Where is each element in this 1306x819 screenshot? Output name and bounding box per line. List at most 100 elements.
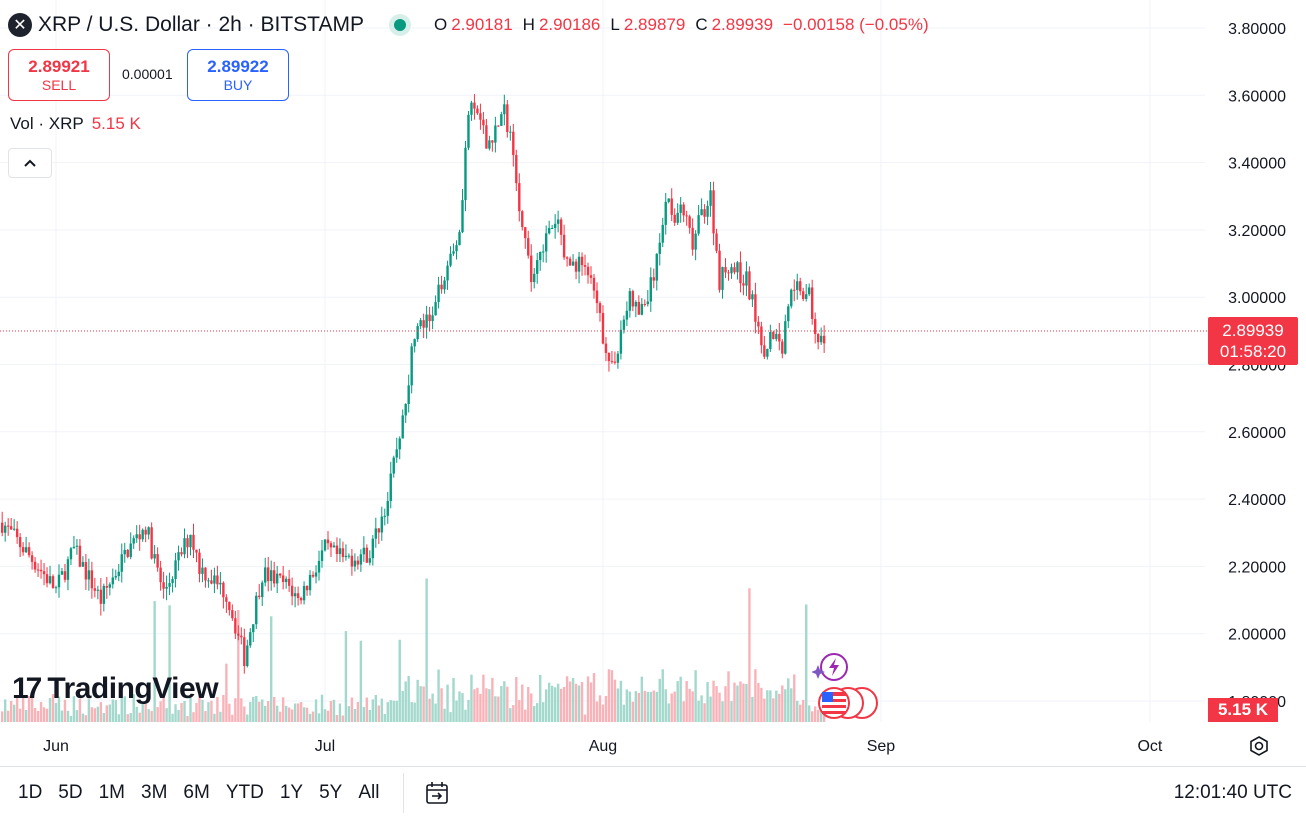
- us-flag-icon[interactable]: [818, 686, 878, 720]
- volume-bar: [3, 699, 7, 722]
- collapse-legend-button[interactable]: [8, 148, 52, 178]
- volume-bar: [619, 680, 623, 722]
- candle-body: [207, 580, 210, 582]
- range-all[interactable]: All: [358, 782, 380, 803]
- candle-body: [494, 125, 497, 143]
- calendar-range-icon[interactable]: [424, 780, 450, 806]
- range-5y[interactable]: 5Y: [319, 782, 343, 803]
- sell-button[interactable]: 2.89921 SELL: [8, 49, 110, 101]
- candle-body: [395, 449, 398, 458]
- range-1d[interactable]: 1D: [18, 782, 43, 803]
- volume-bar: [694, 670, 697, 722]
- candle-body: [51, 576, 55, 588]
- candle-body: [204, 567, 207, 581]
- candle-body: [1, 522, 4, 533]
- volume-bar: [769, 690, 772, 722]
- volume-bar: [159, 701, 162, 722]
- volume-bar: [350, 697, 354, 722]
- volume-bar: [691, 691, 694, 722]
- volume-bar: [607, 669, 611, 722]
- candle-body: [54, 587, 58, 589]
- range-3m[interactable]: 3M: [141, 782, 168, 803]
- volume-bar: [670, 693, 673, 722]
- gear-icon[interactable]: [1246, 733, 1272, 759]
- range-1y[interactable]: 1Y: [279, 782, 304, 803]
- volume-bar: [598, 695, 602, 722]
- volume-bar: [48, 697, 52, 722]
- volume-bar: [237, 610, 240, 722]
- volume-bar: [745, 683, 748, 722]
- candle-body: [329, 543, 333, 548]
- live-dot: [393, 19, 406, 31]
- volume-bar: [700, 695, 703, 722]
- volume-bar: [222, 694, 225, 722]
- volume-bar: [467, 699, 470, 722]
- tradingview-mark: 17: [12, 672, 42, 705]
- candle-body: [446, 265, 449, 281]
- volume-legend[interactable]: Vol · XRP 5.15 K: [10, 114, 141, 134]
- volume-bar: [404, 681, 407, 722]
- volume-bar: [102, 713, 106, 722]
- volume-bar: [491, 677, 494, 722]
- volume-bar: [63, 699, 67, 722]
- candle-body: [144, 529, 147, 535]
- volume-bar: [727, 671, 730, 722]
- tradingview-name: TradingView: [47, 672, 219, 705]
- range-1m[interactable]: 1M: [98, 782, 125, 803]
- candle-body: [264, 567, 267, 583]
- volume-bar: [81, 713, 85, 722]
- candle-body: [706, 205, 709, 217]
- volume-bar: [482, 674, 485, 722]
- volume-bar: [431, 693, 434, 722]
- candle-body: [72, 546, 76, 549]
- spread-value: 0.00001: [122, 66, 173, 82]
- volume-bar: [667, 703, 670, 722]
- candle-body: [640, 303, 644, 315]
- range-5d[interactable]: 5D: [58, 782, 83, 803]
- price-chart[interactable]: 3.800003.600003.400003.200003.000002.800…: [0, 0, 1306, 766]
- volume-bar: [816, 709, 820, 722]
- candle-body: [189, 534, 192, 548]
- volume-bar: [583, 714, 587, 722]
- buy-button[interactable]: 2.89922 BUY: [187, 49, 289, 101]
- utc-clock[interactable]: 12:01:40 UTC: [1173, 782, 1292, 803]
- volume-bar: [628, 691, 632, 722]
- volume-bar: [383, 714, 386, 722]
- volume-bar: [180, 703, 183, 722]
- candle-body: [9, 526, 13, 530]
- candle-body: [524, 227, 527, 239]
- candle-body: [132, 538, 135, 544]
- candle-body: [646, 301, 649, 305]
- volume-bar: [822, 709, 826, 722]
- candle-body: [565, 257, 569, 259]
- candle-body: [622, 319, 626, 330]
- volume-bar: [449, 712, 452, 722]
- symbol-title[interactable]: XRP / U.S. Dollar · 2h · BITSTAMP: [38, 13, 364, 36]
- candle-body: [685, 215, 688, 217]
- candle-body: [180, 552, 183, 555]
- range-ytd[interactable]: YTD: [225, 782, 264, 803]
- ai-lightning-icon[interactable]: [812, 651, 852, 683]
- price-tag-price: 2.89939: [1222, 321, 1284, 340]
- candle-body: [407, 385, 410, 404]
- candle-body: [533, 273, 536, 283]
- candle-body: [246, 645, 249, 667]
- volume-bar: [434, 703, 437, 722]
- volume-bar: [36, 710, 40, 722]
- candle-body: [467, 114, 470, 148]
- volume-bar: [586, 676, 590, 722]
- candle-body: [745, 271, 748, 286]
- volume-bar: [422, 686, 425, 722]
- range-6m[interactable]: 6M: [183, 782, 210, 803]
- volume-bar: [132, 694, 135, 722]
- volume-bar: [243, 706, 246, 722]
- candle-body: [679, 204, 682, 213]
- candle-body: [437, 284, 440, 303]
- volume-bar: [314, 699, 318, 722]
- candle-body: [335, 545, 339, 555]
- candle-body: [556, 219, 560, 224]
- candle-body: [784, 321, 787, 354]
- volume-bar: [592, 673, 596, 722]
- volume-bar: [775, 690, 778, 722]
- candle-body: [102, 585, 106, 604]
